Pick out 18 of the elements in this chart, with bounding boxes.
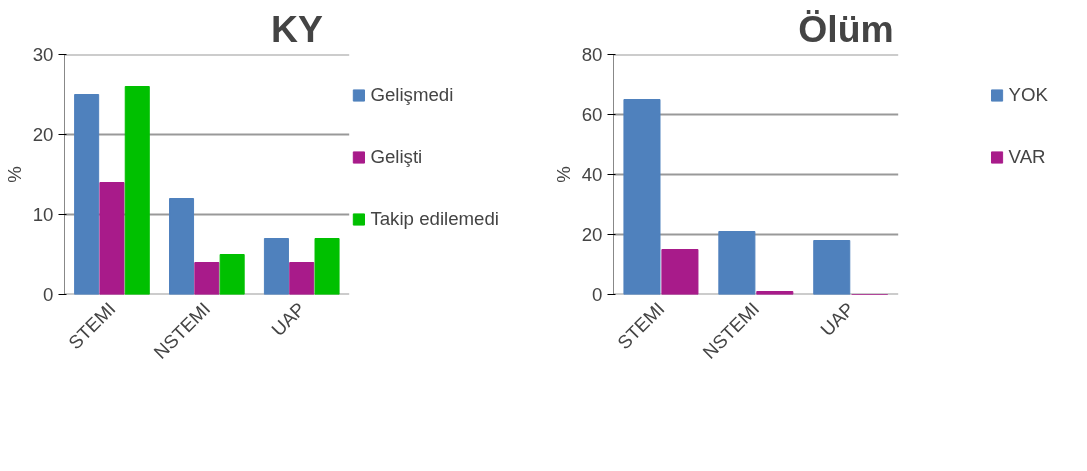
y-tick-label: 0 <box>592 284 603 305</box>
legend-label: Gelişmedi <box>370 84 454 106</box>
legend-label: YOK <box>1008 84 1048 106</box>
y-axis-title: % <box>3 166 25 183</box>
legend-label: Gelişti <box>370 146 423 168</box>
legend-label: Takip edilemedi <box>370 208 499 230</box>
y-tick-label: 10 <box>32 204 54 225</box>
legend-label: VAR <box>1008 146 1046 168</box>
y-tick-label: 0 <box>43 284 54 305</box>
y-tick-label: 20 <box>32 124 54 145</box>
y-axis-title: % <box>552 166 574 183</box>
y-tick-label: 30 <box>32 44 54 65</box>
y-tick-label: 20 <box>581 224 603 245</box>
chart-title: Ölüm <box>798 7 894 50</box>
y-tick-label: 80 <box>581 44 603 65</box>
chart-title: KY <box>271 7 324 50</box>
y-tick-label: 60 <box>581 104 603 125</box>
y-tick-label: 40 <box>581 164 603 185</box>
